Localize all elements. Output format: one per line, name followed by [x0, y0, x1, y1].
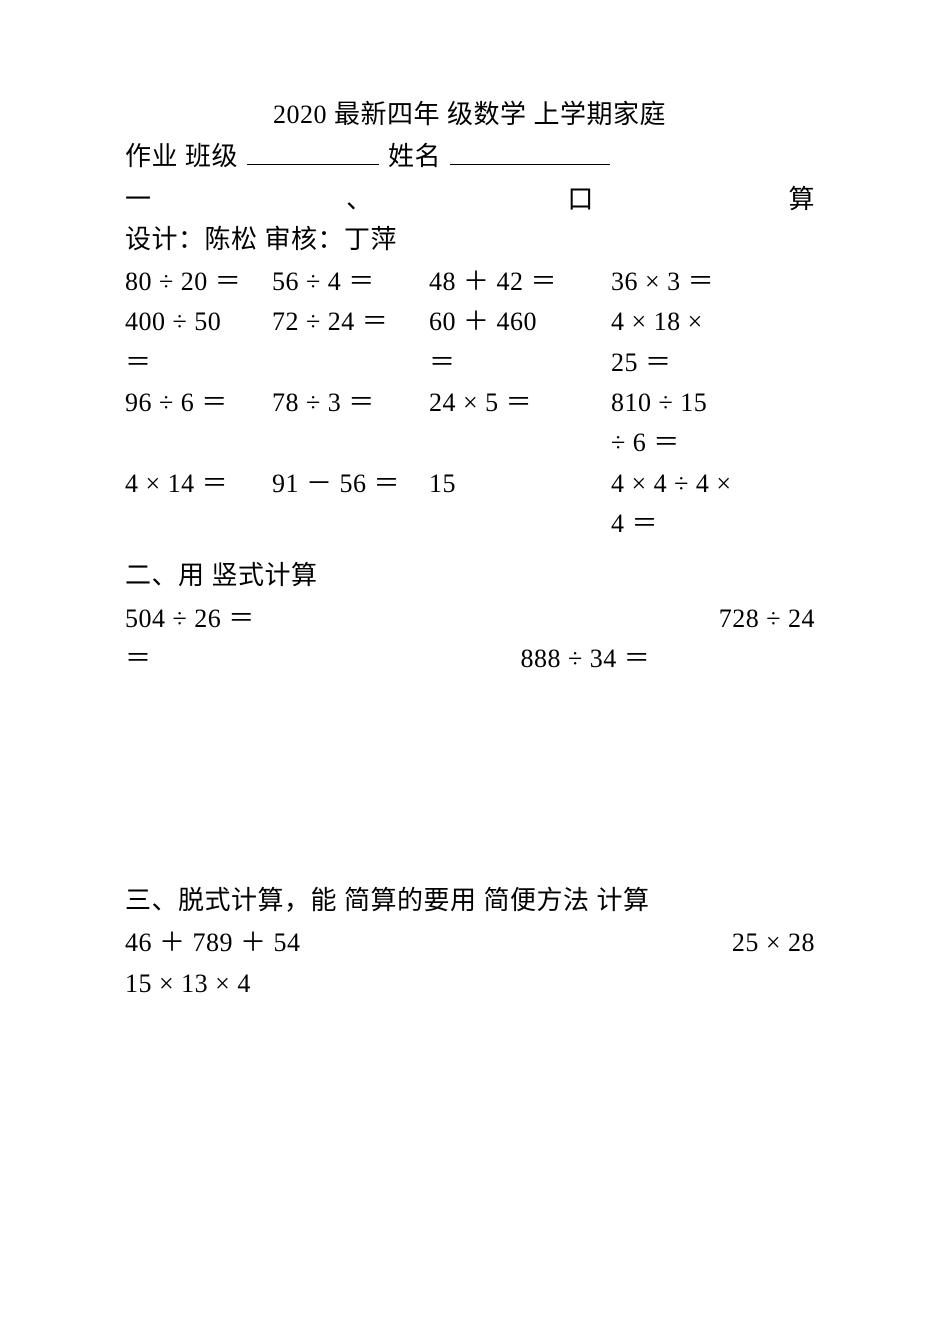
title-mid: 姓名	[388, 142, 441, 171]
cell: 15	[429, 464, 609, 504]
s1-right: 算	[788, 180, 815, 220]
cell: 4 × 18 ×	[611, 302, 811, 342]
cell	[429, 504, 609, 544]
s1-mid2: 口	[567, 180, 594, 220]
cell: ＝	[429, 343, 609, 383]
cell: ÷ 6 ＝	[611, 423, 811, 463]
cell: 48 ＋ 42 ＝	[429, 262, 609, 302]
cell: 72 ÷ 24 ＝	[272, 302, 427, 342]
cell: 60 ＋ 460	[429, 302, 609, 342]
s2-b: 728 ÷ 24	[719, 599, 815, 639]
section3-heading: 三、脱式计算，能 简算的要用 简便方法 计算	[125, 881, 815, 921]
section3-row2: 15 × 13 × 4	[125, 964, 815, 1004]
cell: 80 ÷ 20 ＝	[125, 262, 270, 302]
cell: 24 × 5 ＝	[429, 383, 609, 423]
section2-row2: ＝ 888 ÷ 34 ＝	[125, 639, 815, 679]
cell: 91 － 56 ＝	[272, 464, 427, 504]
s1-left: 一	[125, 180, 152, 220]
s3-c: 15 × 13 × 4	[125, 969, 251, 998]
title-line-2: 作业 班级 姓名	[125, 137, 815, 177]
s2-a: 504 ÷ 26 ＝	[125, 599, 255, 639]
cell: 56 ÷ 4 ＝	[272, 262, 427, 302]
cell: 36 × 3 ＝	[611, 262, 811, 302]
cell: 25 ＝	[611, 343, 811, 383]
cell: 400 ÷ 50	[125, 302, 270, 342]
title-prefix: 作业 班级	[125, 142, 238, 171]
title-text-1: 2020 最新四年 级数学 上学期家庭	[125, 95, 666, 135]
cell	[272, 343, 427, 383]
page: 2020 最新四年 级数学 上学期家庭 作业 班级 姓名 一 、 口 算 设计：…	[0, 0, 945, 1338]
cell: 810 ÷ 15	[611, 383, 811, 423]
section2-heading: 二、用 竖式计算	[125, 556, 815, 596]
cell	[125, 504, 270, 544]
blank-name[interactable]	[450, 139, 610, 165]
s2-d: 888 ÷ 34 ＝	[521, 644, 651, 673]
section3-row1: 46 ＋ 789 ＋ 54 25 × 28	[125, 923, 815, 963]
cell: 4 × 4 ÷ 4 ×	[611, 464, 811, 504]
section1-grid: 80 ÷ 20 ＝ 56 ÷ 4 ＝ 48 ＋ 42 ＝ 36 × 3 ＝ 40…	[125, 262, 815, 544]
cell: ＝	[125, 343, 270, 383]
section1-author: 设计：陈松 审核：丁萍	[125, 220, 815, 260]
cell: 96 ÷ 6 ＝	[125, 383, 270, 423]
blank-class[interactable]	[247, 139, 379, 165]
cell: 4 × 14 ＝	[125, 464, 270, 504]
s2-c: ＝	[125, 644, 152, 673]
s1-mid: 、	[346, 180, 373, 220]
section1-heading: 一 、 口 算	[125, 180, 815, 220]
cell	[125, 423, 270, 463]
cell	[429, 423, 609, 463]
s3-a: 46 ＋ 789 ＋ 54	[125, 923, 301, 963]
cell: 78 ÷ 3 ＝	[272, 383, 427, 423]
cell	[272, 423, 427, 463]
cell: 4 ＝	[611, 504, 811, 544]
title-line-1: 2020 最新四年 级数学 上学期家庭	[125, 95, 815, 135]
section2-row1: 504 ÷ 26 ＝ 728 ÷ 24	[125, 599, 815, 639]
s3-b: 25 × 28	[732, 923, 815, 963]
cell	[272, 504, 427, 544]
